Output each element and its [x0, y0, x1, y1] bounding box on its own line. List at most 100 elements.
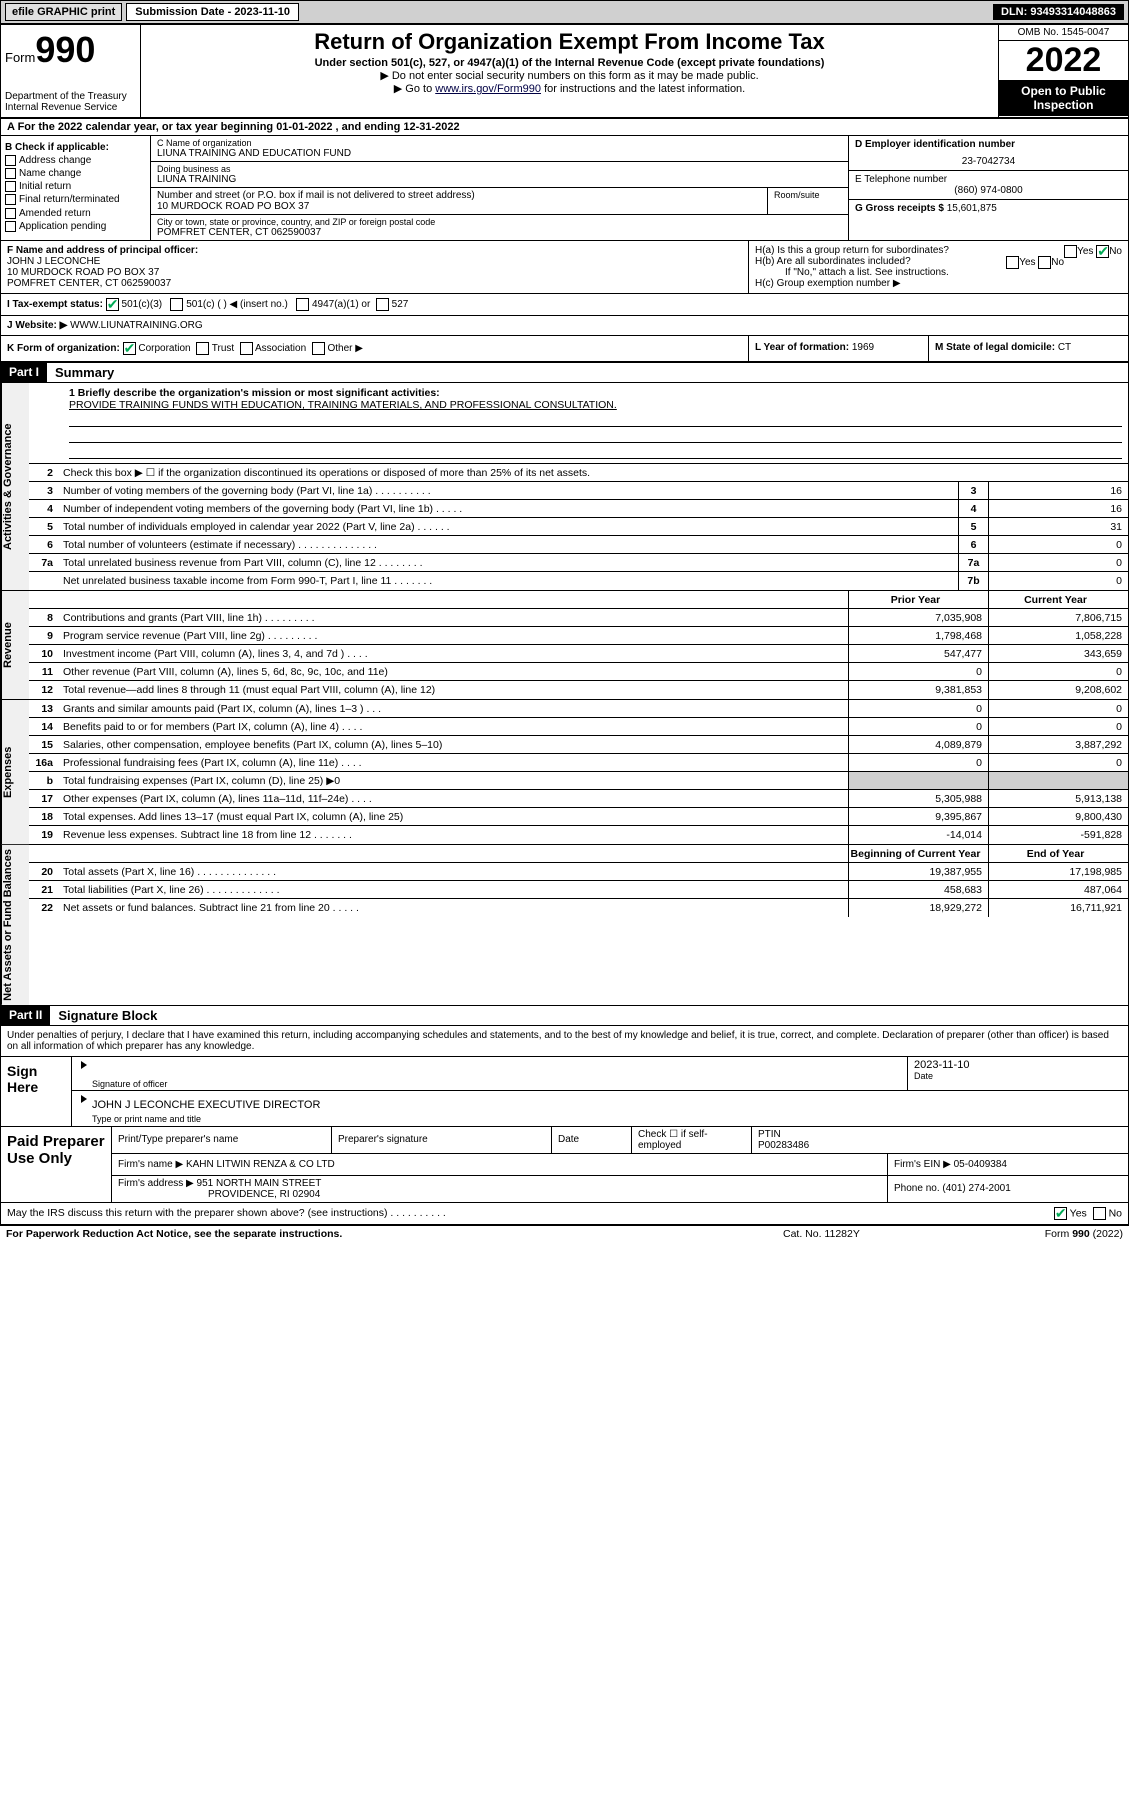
e-phone-label: E Telephone number [855, 174, 1122, 185]
line-4: Number of independent voting members of … [59, 501, 958, 517]
goto-pre: ▶ Go to [394, 83, 435, 95]
summary-net-assets: Net Assets or Fund Balances Beginning of… [1, 845, 1128, 1006]
side-expenses: Expenses [1, 700, 29, 844]
dln: DLN: 93493314048863 [993, 4, 1124, 20]
line-16b: Total fundraising expenses (Part IX, col… [59, 773, 848, 789]
firm-name: KAHN LITWIN RENZA & CO LTD [186, 1159, 335, 1170]
subtitle-2: ▶ Do not enter social security numbers o… [145, 69, 994, 82]
website: WWW.LIUNATRAINING.ORG [70, 320, 203, 331]
omb-number: OMB No. 1545-0047 [999, 25, 1128, 41]
form-ref: Form 990 (2022) [983, 1228, 1123, 1240]
form-header: Form990 Department of the Treasury Inter… [1, 25, 1128, 119]
ptin: P00283486 [758, 1140, 809, 1151]
i-tax-status: I Tax-exempt status: 501(c)(3) 501(c) ( … [7, 298, 1122, 311]
officer-addr1: 10 MURDOCK ROAD PO BOX 37 [7, 267, 742, 278]
line-22: Net assets or fund balances. Subtract li… [59, 900, 848, 916]
paperwork-notice: For Paperwork Reduction Act Notice, see … [6, 1228, 783, 1240]
line-21: Total liabilities (Part X, line 26) . . … [59, 882, 848, 898]
line-20: Total assets (Part X, line 16) . . . . .… [59, 864, 848, 880]
part2-header: Part IISignature Block [1, 1006, 1128, 1026]
line-8: Contributions and grants (Part VIII, lin… [59, 610, 848, 626]
phone: (860) 974-0800 [855, 185, 1122, 196]
top-bar: efile GRAPHIC print Submission Date - 20… [0, 0, 1129, 24]
suite-label: Room/suite [768, 188, 848, 214]
ptin-label: PTIN [758, 1129, 781, 1140]
addr-label: Number and street (or P.O. box if mail i… [157, 190, 761, 201]
city-label: City or town, state or province, country… [157, 217, 842, 227]
tax-year: 2022 [999, 41, 1128, 80]
efile-print-button[interactable]: efile GRAPHIC print [5, 3, 122, 21]
phone-label: Phone no. [894, 1183, 940, 1194]
dba-label: Doing business as [157, 164, 842, 174]
dept-treasury: Department of the Treasury Internal Reve… [5, 91, 136, 113]
name-title-label: Type or print name and title [92, 1114, 201, 1124]
val-4: 16 [988, 500, 1128, 517]
line-15: Salaries, other compensation, employee b… [59, 737, 848, 753]
line-19: Revenue less expenses. Subtract line 18 … [59, 827, 848, 843]
goto-post: for instructions and the latest informat… [541, 83, 745, 95]
firm-ein: 05-0409384 [954, 1159, 1007, 1170]
line-17: Other expenses (Part IX, column (A), lin… [59, 791, 848, 807]
line-16a: Professional fundraising fees (Part IX, … [59, 755, 848, 771]
c16a: 0 [988, 754, 1128, 771]
dba: LIUNA TRAINING [157, 174, 842, 185]
c9: 1,058,228 [988, 627, 1128, 644]
city-state-zip: POMFRET CENTER, CT 062590037 [157, 227, 842, 238]
val-6: 0 [988, 536, 1128, 553]
chk-final: Final return/terminated [5, 194, 146, 205]
l-year-formation: L Year of formation: 1969 [748, 336, 928, 361]
col-prior: Prior Year [848, 591, 988, 608]
sig-officer-label: Signature of officer [92, 1079, 167, 1089]
m-state-domicile: M State of legal domicile: CT [928, 336, 1128, 361]
chk-address: Address change [5, 155, 146, 166]
sign-date: 2023-11-10 [914, 1059, 1122, 1071]
c15: 3,887,292 [988, 736, 1128, 753]
k-form-org: K Form of organization: Corporation Trus… [1, 336, 748, 361]
p17: 5,305,988 [848, 790, 988, 807]
open-public: Open to Public Inspection [999, 80, 1128, 116]
firm-addr-label: Firm's address ▶ [118, 1178, 194, 1189]
line-9: Program service revenue (Part VIII, line… [59, 628, 848, 644]
side-net-assets: Net Assets or Fund Balances [1, 845, 29, 1005]
c18: 9,800,430 [988, 808, 1128, 825]
b21: 458,683 [848, 881, 988, 898]
p15: 4,089,879 [848, 736, 988, 753]
form-990: Form990 Department of the Treasury Inter… [0, 24, 1129, 1225]
line-a: A For the 2022 calendar year, or tax yea… [1, 119, 1128, 136]
e22: 16,711,921 [988, 899, 1128, 917]
p14: 0 [848, 718, 988, 735]
val-7b: 0 [988, 572, 1128, 590]
date-label: Date [914, 1071, 1122, 1081]
irs-link[interactable]: www.irs.gov/Form990 [435, 83, 541, 95]
val-3: 16 [988, 482, 1128, 499]
b20: 19,387,955 [848, 863, 988, 880]
section-fgh: F Name and address of principal officer:… [1, 241, 1128, 294]
part1-header: Part ISummary [1, 363, 1128, 383]
declaration: Under penalties of perjury, I declare th… [1, 1026, 1128, 1057]
sign-here: Sign Here Signature of officer 2023-11-1… [1, 1057, 1128, 1127]
f-label: F Name and address of principal officer: [7, 245, 742, 256]
gross-receipts: 15,601,875 [947, 203, 997, 214]
e21: 487,064 [988, 881, 1128, 898]
line-10: Investment income (Part VIII, column (A)… [59, 646, 848, 662]
p19: -14,014 [848, 826, 988, 844]
mission-text: PROVIDE TRAINING FUNDS WITH EDUCATION, T… [69, 399, 1122, 411]
side-revenue: Revenue [1, 591, 29, 699]
submission-date: Submission Date - 2023-11-10 [126, 3, 299, 21]
c8: 7,806,715 [988, 609, 1128, 626]
line-2: Check this box ▶ ☐ if the organization d… [59, 465, 1128, 481]
line-3: Number of voting members of the governin… [59, 483, 958, 499]
p13: 0 [848, 700, 988, 717]
line-13: Grants and similar amounts paid (Part IX… [59, 701, 848, 717]
line-5: Total number of individuals employed in … [59, 519, 958, 535]
p8: 7,035,908 [848, 609, 988, 626]
prep-name-hdr: Print/Type preparer's name [112, 1127, 332, 1153]
footer: For Paperwork Reduction Act Notice, see … [0, 1225, 1129, 1242]
firm-addr1: 951 NORTH MAIN STREET [197, 1178, 322, 1189]
p18: 9,395,867 [848, 808, 988, 825]
c11: 0 [988, 663, 1128, 680]
d-ein-label: D Employer identification number [855, 139, 1122, 150]
p10: 547,477 [848, 645, 988, 662]
paid-preparer: Paid Preparer Use Only Print/Type prepar… [1, 1127, 1128, 1203]
summary-governance: Activities & Governance 1 Briefly descri… [1, 383, 1128, 591]
